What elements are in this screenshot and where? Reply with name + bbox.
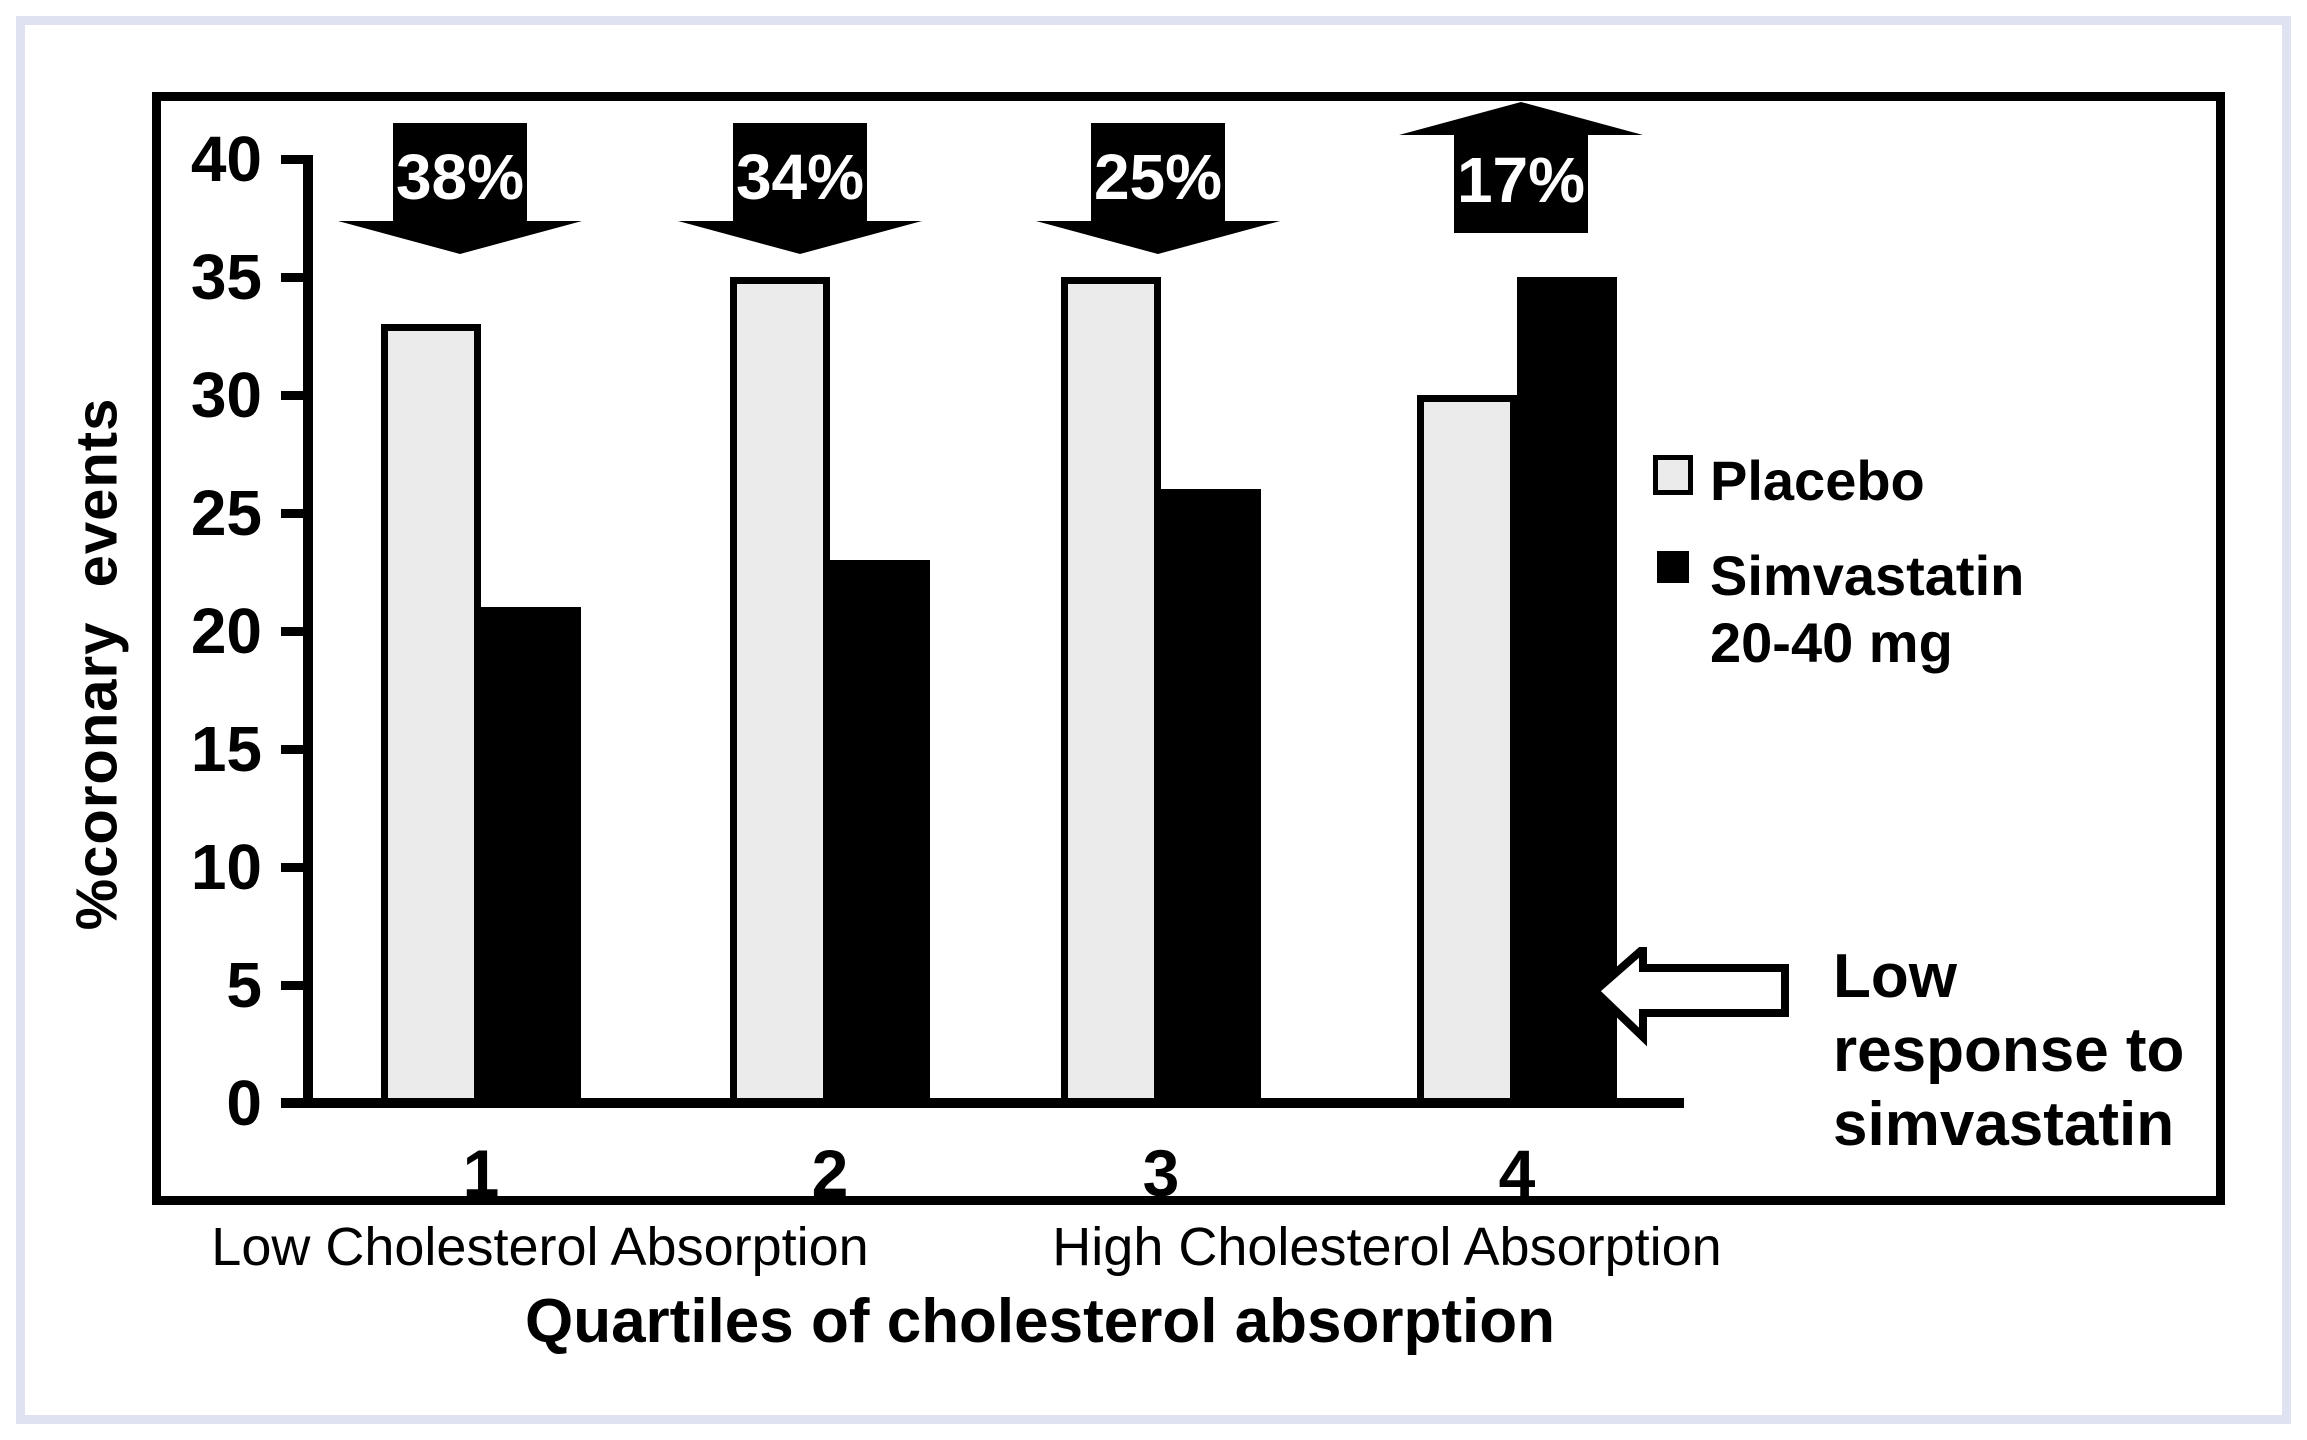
slide-frame <box>16 16 2291 1424</box>
legend-swatch-placebo <box>1653 455 1693 495</box>
y-tick-label-20: 20 <box>190 595 262 667</box>
y-tick-30 <box>281 391 311 400</box>
y-tick-10 <box>281 863 311 872</box>
legend-simvastatin-line1: Simvastatin <box>1710 544 2025 607</box>
callout-line1: Low <box>1833 942 1957 1011</box>
callout-line3: simvastatin <box>1833 1090 2175 1159</box>
y-tick-label-0: 0 <box>226 1067 262 1139</box>
bar-placebo-q3 <box>1061 277 1161 1098</box>
x-tick-label-4: 4 <box>1498 1136 1536 1210</box>
bar-simvastatin-q3 <box>1161 489 1261 1098</box>
callout-line2: response to <box>1833 1016 2185 1085</box>
bar-simvastatin-q1 <box>481 607 581 1098</box>
bar-placebo-q2 <box>730 277 830 1098</box>
y-tick-5 <box>281 981 311 990</box>
legend-swatch-simvastatin <box>1657 551 1689 583</box>
x-tick-label-3: 3 <box>1142 1136 1180 1210</box>
risk-arrow-label: 38% <box>395 141 525 213</box>
x-tick-label-2: 2 <box>811 1136 849 1210</box>
y-tick-label-5: 5 <box>226 949 262 1021</box>
risk-arrow-label: 17% <box>1456 144 1586 216</box>
risk-arrow-label: 25% <box>1093 141 1223 213</box>
bar-placebo-q1 <box>381 324 481 1098</box>
left-arrow-icon <box>1591 947 1789 1047</box>
y-tick-label-15: 15 <box>190 713 262 785</box>
bar-simvastatin-q2 <box>830 560 930 1098</box>
y-tick-25 <box>281 509 311 518</box>
y-tick-15 <box>281 745 311 754</box>
y-tick-label-10: 10 <box>190 831 262 903</box>
y-tick-label-35: 35 <box>190 241 262 313</box>
risk-arrow-label: 34% <box>735 141 865 213</box>
y-tick-35 <box>281 273 311 282</box>
y-tick-label-25: 25 <box>190 477 262 549</box>
legend-label-simvastatin: Simvastatin 20-40 mg <box>1710 542 2024 676</box>
y-tick-20 <box>281 627 311 636</box>
y-tick-label-30: 30 <box>190 359 262 431</box>
x-axis-baseline <box>281 1098 1684 1108</box>
bar-placebo-q4 <box>1417 395 1517 1098</box>
y-tick-40 <box>281 155 311 164</box>
legend-simvastatin-line2: 20-40 mg <box>1710 611 1953 674</box>
callout-low-response: Low response to simvastatin <box>1833 940 2184 1162</box>
x-group-label-high: High Cholesterol Absorption <box>1052 1217 1722 1277</box>
x-group-label-low: Low Cholesterol Absorption <box>211 1217 869 1277</box>
x-tick-label-1: 1 <box>462 1136 500 1210</box>
x-axis-title: Quartiles of cholesterol absorption <box>524 1287 1556 1356</box>
legend-label-placebo: Placebo <box>1710 449 1925 512</box>
bar-simvastatin-q4 <box>1517 277 1617 1098</box>
y-tick-label-40: 40 <box>190 123 262 195</box>
